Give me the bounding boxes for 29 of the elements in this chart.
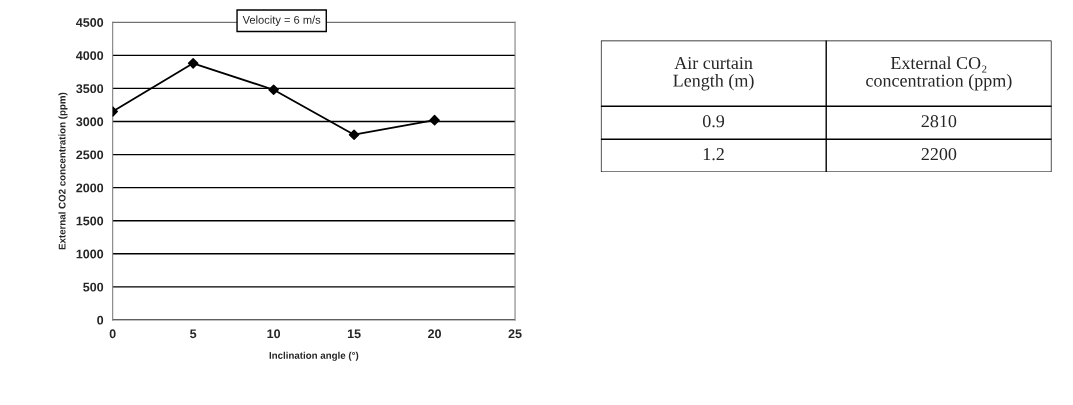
text: Air curtain Length (m)	[673, 56, 754, 91]
y-tick-label: 1500	[76, 216, 104, 226]
category-label: 1.2	[703, 148, 724, 161]
y-axis-title: External CO2 concentration (ppm)	[58, 92, 68, 250]
y-tick-label: 4000	[76, 51, 104, 60]
point	[429, 114, 440, 126]
category-label: 0.9	[702, 115, 725, 128]
y-tick-label: 1000	[76, 249, 104, 259]
y-tick-label: 2000	[76, 183, 104, 193]
point	[187, 57, 199, 69]
text: External CO₂ concentration (ppm)	[866, 56, 1012, 91]
x-tick-label: 10	[267, 329, 281, 339]
y-tick-label: 4500	[76, 18, 104, 27]
data-label: 2200	[921, 148, 957, 161]
y-tick-label: 500	[83, 282, 104, 292]
x-tick-label: 0	[109, 329, 116, 339]
point	[268, 84, 279, 96]
y-tick-label: 0	[97, 315, 104, 325]
point	[348, 129, 360, 141]
y-tick-label: 2500	[76, 150, 104, 160]
x-tick-label: 20	[428, 329, 442, 339]
y-tick-label: 3500	[76, 84, 104, 94]
x-tick-label: 15	[347, 329, 361, 339]
annotation: Velocity = 6 m/s	[242, 15, 321, 26]
x-tick-label: 5	[190, 329, 197, 339]
x-axis-title: Inclination angle (°)	[269, 351, 359, 361]
x-tick-label: 25	[508, 329, 522, 339]
data-label: 2810	[921, 115, 957, 128]
y-tick-label: 3000	[76, 117, 104, 127]
